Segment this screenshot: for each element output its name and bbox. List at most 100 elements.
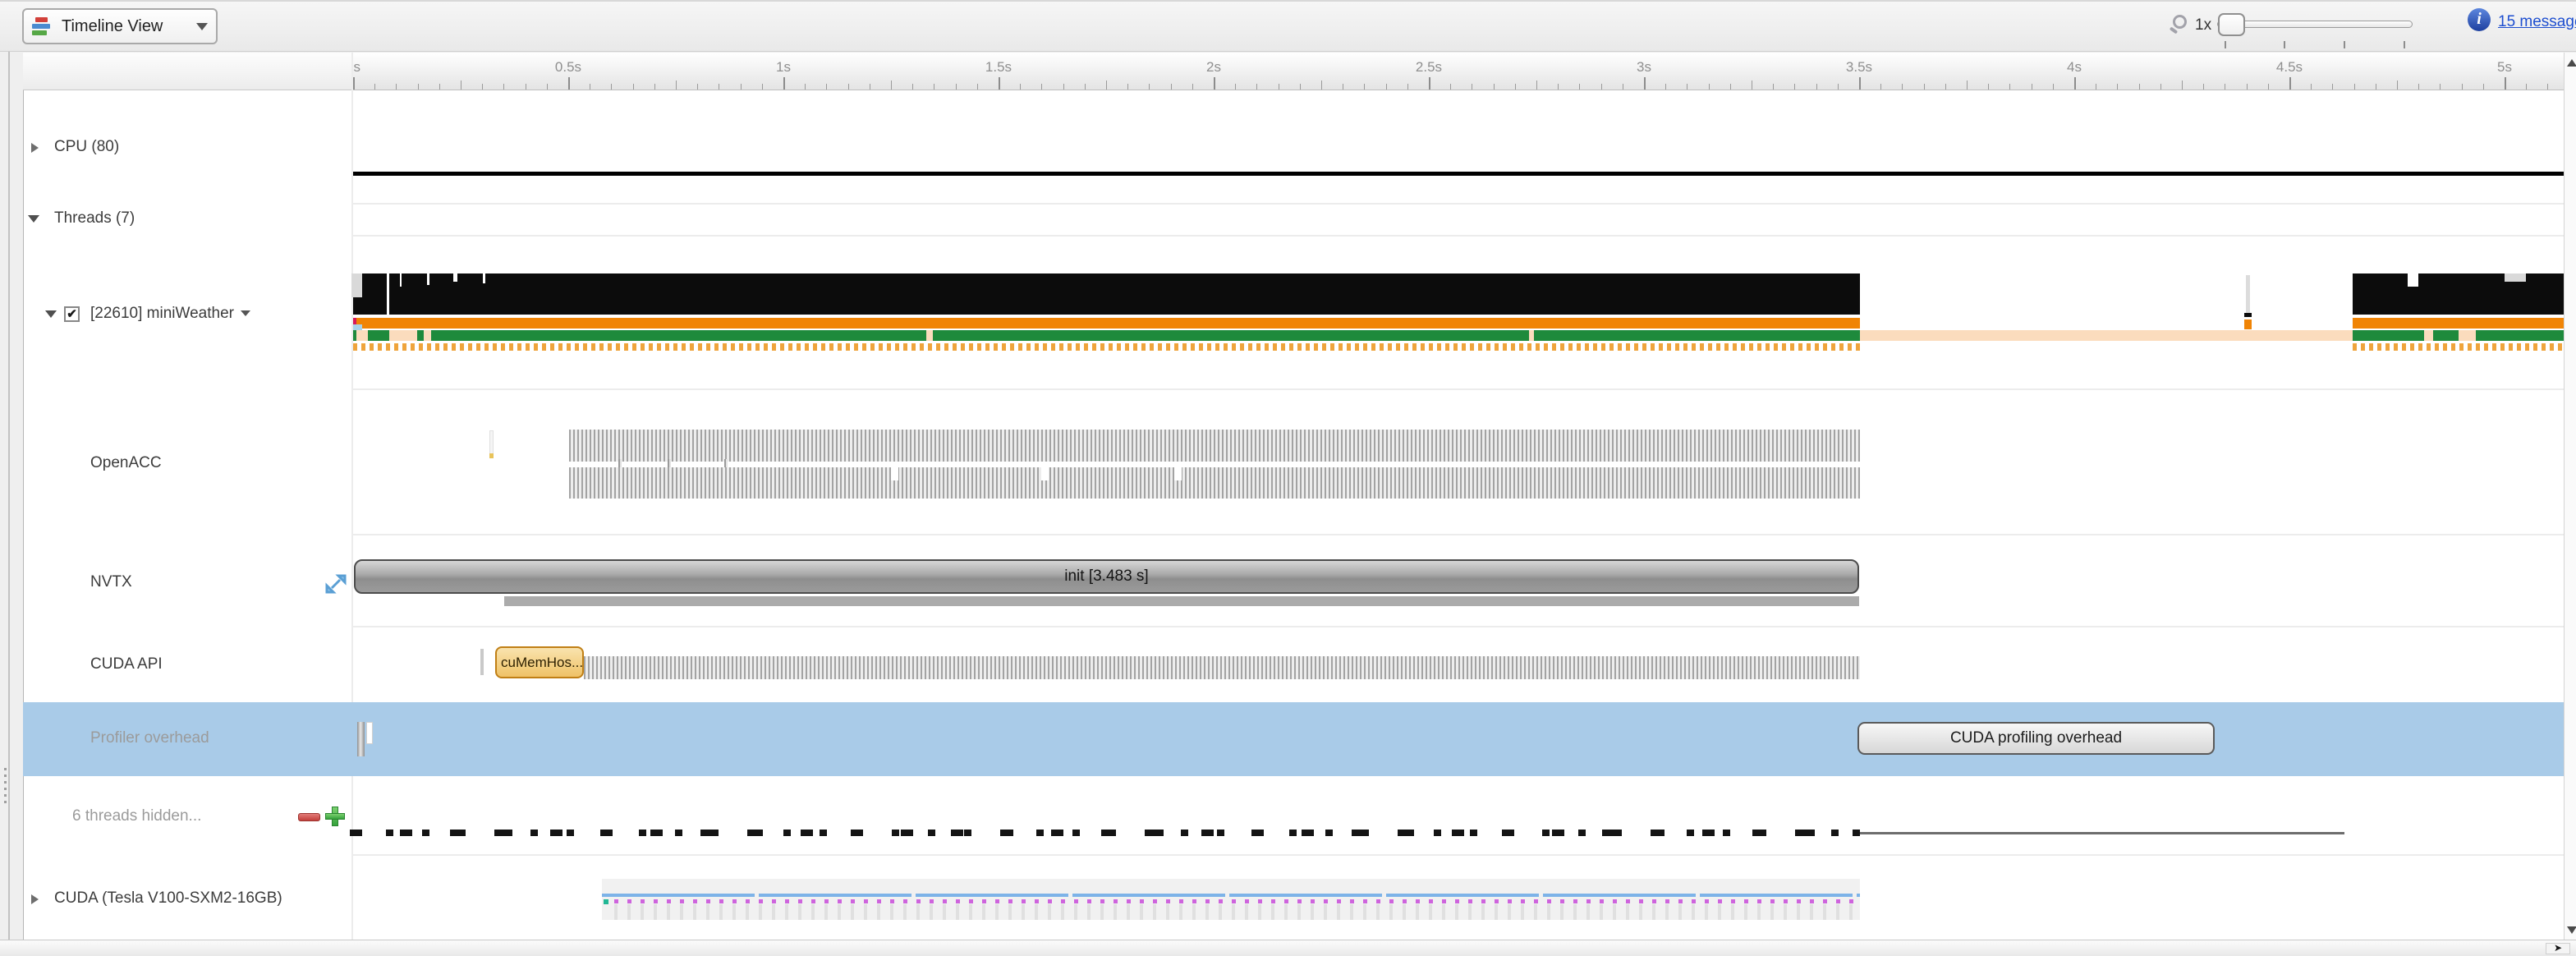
ruler-label: 4.5s xyxy=(2275,59,2303,75)
os-runtime-bar xyxy=(353,318,1860,329)
thread-state-blocked xyxy=(926,330,933,341)
cuda-kernels-blue-line xyxy=(602,894,1860,897)
ruler-label: 2.5s xyxy=(1415,59,1443,75)
ruler-tick xyxy=(1514,84,1516,90)
ruler-tick xyxy=(632,84,634,90)
ruler-label: 1s xyxy=(776,59,791,75)
ruler-tick xyxy=(1321,80,1322,90)
ruler-tick xyxy=(1063,84,1064,90)
openacc-dip xyxy=(1041,467,1049,480)
hide-thread-minus-icon[interactable] xyxy=(298,813,320,821)
thread-checkbox[interactable]: ✔ xyxy=(64,306,80,322)
horizontal-scrollbar[interactable] xyxy=(0,940,2576,956)
slider-tick xyxy=(2284,41,2285,48)
timeline-view-icon xyxy=(32,16,52,37)
thread-sample-gap xyxy=(2408,273,2418,287)
thread-state-blocked xyxy=(1529,330,1534,341)
cursor-mode-button[interactable]: ➤ xyxy=(2546,943,2570,954)
scroll-down-icon[interactable] xyxy=(2567,926,2576,934)
ruler-tick xyxy=(2461,84,2463,90)
ruler-tick xyxy=(1385,84,1387,90)
ruler-tick xyxy=(568,77,570,90)
ruler-tick xyxy=(740,84,742,90)
row-separator xyxy=(353,203,2564,205)
cuda-event-ticks xyxy=(614,904,1860,920)
sidebar-item-nvtx[interactable]: NVTX xyxy=(90,573,132,591)
expand-arrow-icon[interactable] xyxy=(31,143,39,153)
ruler-tick xyxy=(546,84,548,90)
ruler-tick xyxy=(1880,84,1882,90)
scroll-up-icon[interactable] xyxy=(2567,59,2576,67)
ruler-label: 0s xyxy=(353,59,360,75)
sidebar-item-miniweather-thread[interactable]: [22610] miniWeather xyxy=(90,305,234,322)
time-ruler: 0s 0.5s 1s 1.5s 2s 2.5s 3s 3.5s 4s 4.5s 5s xyxy=(353,53,2564,90)
thread-sample-gap xyxy=(387,273,389,315)
thread-sample-bar xyxy=(353,273,1860,315)
row-separator xyxy=(353,534,2564,535)
ruler-tick xyxy=(1558,84,1559,90)
ruler-tick xyxy=(1407,84,1408,90)
ruler-tick xyxy=(1859,77,1861,90)
magnifier-icon xyxy=(2173,15,2187,29)
collapse-arrow-icon[interactable] xyxy=(28,215,39,223)
thread-state-blocked xyxy=(424,330,431,341)
profiler-overhead-small-bar xyxy=(366,722,373,744)
sidebar-item-threads[interactable]: Threads (7) xyxy=(54,209,135,227)
messages-link[interactable]: 15 messages xyxy=(2498,13,2576,30)
ruler-tick xyxy=(1235,84,1237,90)
ruler-tick xyxy=(1729,84,1731,90)
sample-marker-line xyxy=(2246,275,2250,313)
sidebar-item-threads-hidden[interactable]: 6 threads hidden... xyxy=(72,807,202,825)
left-gutter-divider xyxy=(8,52,10,956)
zoom-slider-track[interactable] xyxy=(2217,21,2413,28)
sampling-checker-bar xyxy=(2353,343,2564,351)
view-selector-dropdown[interactable]: Timeline View xyxy=(22,8,218,44)
thread-sample-bar xyxy=(2353,273,2564,315)
openacc-dip xyxy=(891,467,898,480)
splitter-grip[interactable] xyxy=(4,768,7,804)
ruler-label: 1.5s xyxy=(985,59,1012,75)
ruler-label: 0.5s xyxy=(554,59,582,75)
show-thread-plus-icon[interactable] xyxy=(325,807,345,826)
ruler-tick xyxy=(805,84,806,90)
sidebar-item-cuda-device[interactable]: CUDA (Tesla V100-SXM2-16GB) xyxy=(54,889,282,907)
ruler-tick xyxy=(2418,84,2420,90)
ruler-tick xyxy=(2311,84,2312,90)
thread-state-blocked xyxy=(2459,330,2476,341)
ruler-tick xyxy=(2052,84,2054,90)
ruler-tick xyxy=(676,80,677,90)
sample-marker-orange xyxy=(2244,319,2252,329)
cuda-api-cumemhost-bar[interactable]: cuMemHos... xyxy=(495,646,584,678)
ruler-tick xyxy=(654,84,655,90)
ruler-tick xyxy=(847,84,849,90)
thread-options-caret-icon[interactable] xyxy=(241,310,250,316)
cuda-profiling-overhead-bar[interactable]: CUDA profiling overhead xyxy=(1857,722,2215,755)
expand-arrow-icon[interactable] xyxy=(31,894,39,904)
ruler-tick xyxy=(2009,84,2011,90)
nvtx-init-range-bar[interactable]: init [3.483 s] xyxy=(354,559,1859,594)
openacc-lower-band xyxy=(569,467,1860,499)
sidebar-item-cpu[interactable]: CPU (80) xyxy=(54,138,120,155)
ruler-tick xyxy=(1493,84,1495,90)
cuda-api-early-event xyxy=(480,649,484,675)
ruler-tick xyxy=(611,84,613,90)
ruler-tick xyxy=(1708,84,1710,90)
openacc-spike xyxy=(668,459,671,467)
collapse-arrow-icon[interactable] xyxy=(45,310,57,318)
ruler-tick xyxy=(1837,84,1839,90)
sampling-checker-bar xyxy=(353,343,1860,351)
nvtx-sub-bar xyxy=(504,596,1859,606)
sidebar-item-profiler-overhead[interactable]: Profiler overhead xyxy=(90,729,209,747)
openacc-upper-band xyxy=(569,430,1860,462)
ruler-tick xyxy=(1988,84,1990,90)
ruler-tick xyxy=(891,80,892,90)
sidebar-item-openacc[interactable]: OpenACC xyxy=(90,454,162,471)
expand-row-icon[interactable] xyxy=(325,573,347,595)
vertical-scrollbar[interactable] xyxy=(2564,53,2576,940)
ruler-tick xyxy=(1214,77,1215,90)
sidebar-item-cuda-api[interactable]: CUDA API xyxy=(90,655,163,673)
slider-tick xyxy=(2344,41,2345,48)
ruler-tick xyxy=(1945,84,1946,90)
zoom-slider-thumb[interactable] xyxy=(2218,13,2245,36)
ruler-tick xyxy=(1364,84,1366,90)
